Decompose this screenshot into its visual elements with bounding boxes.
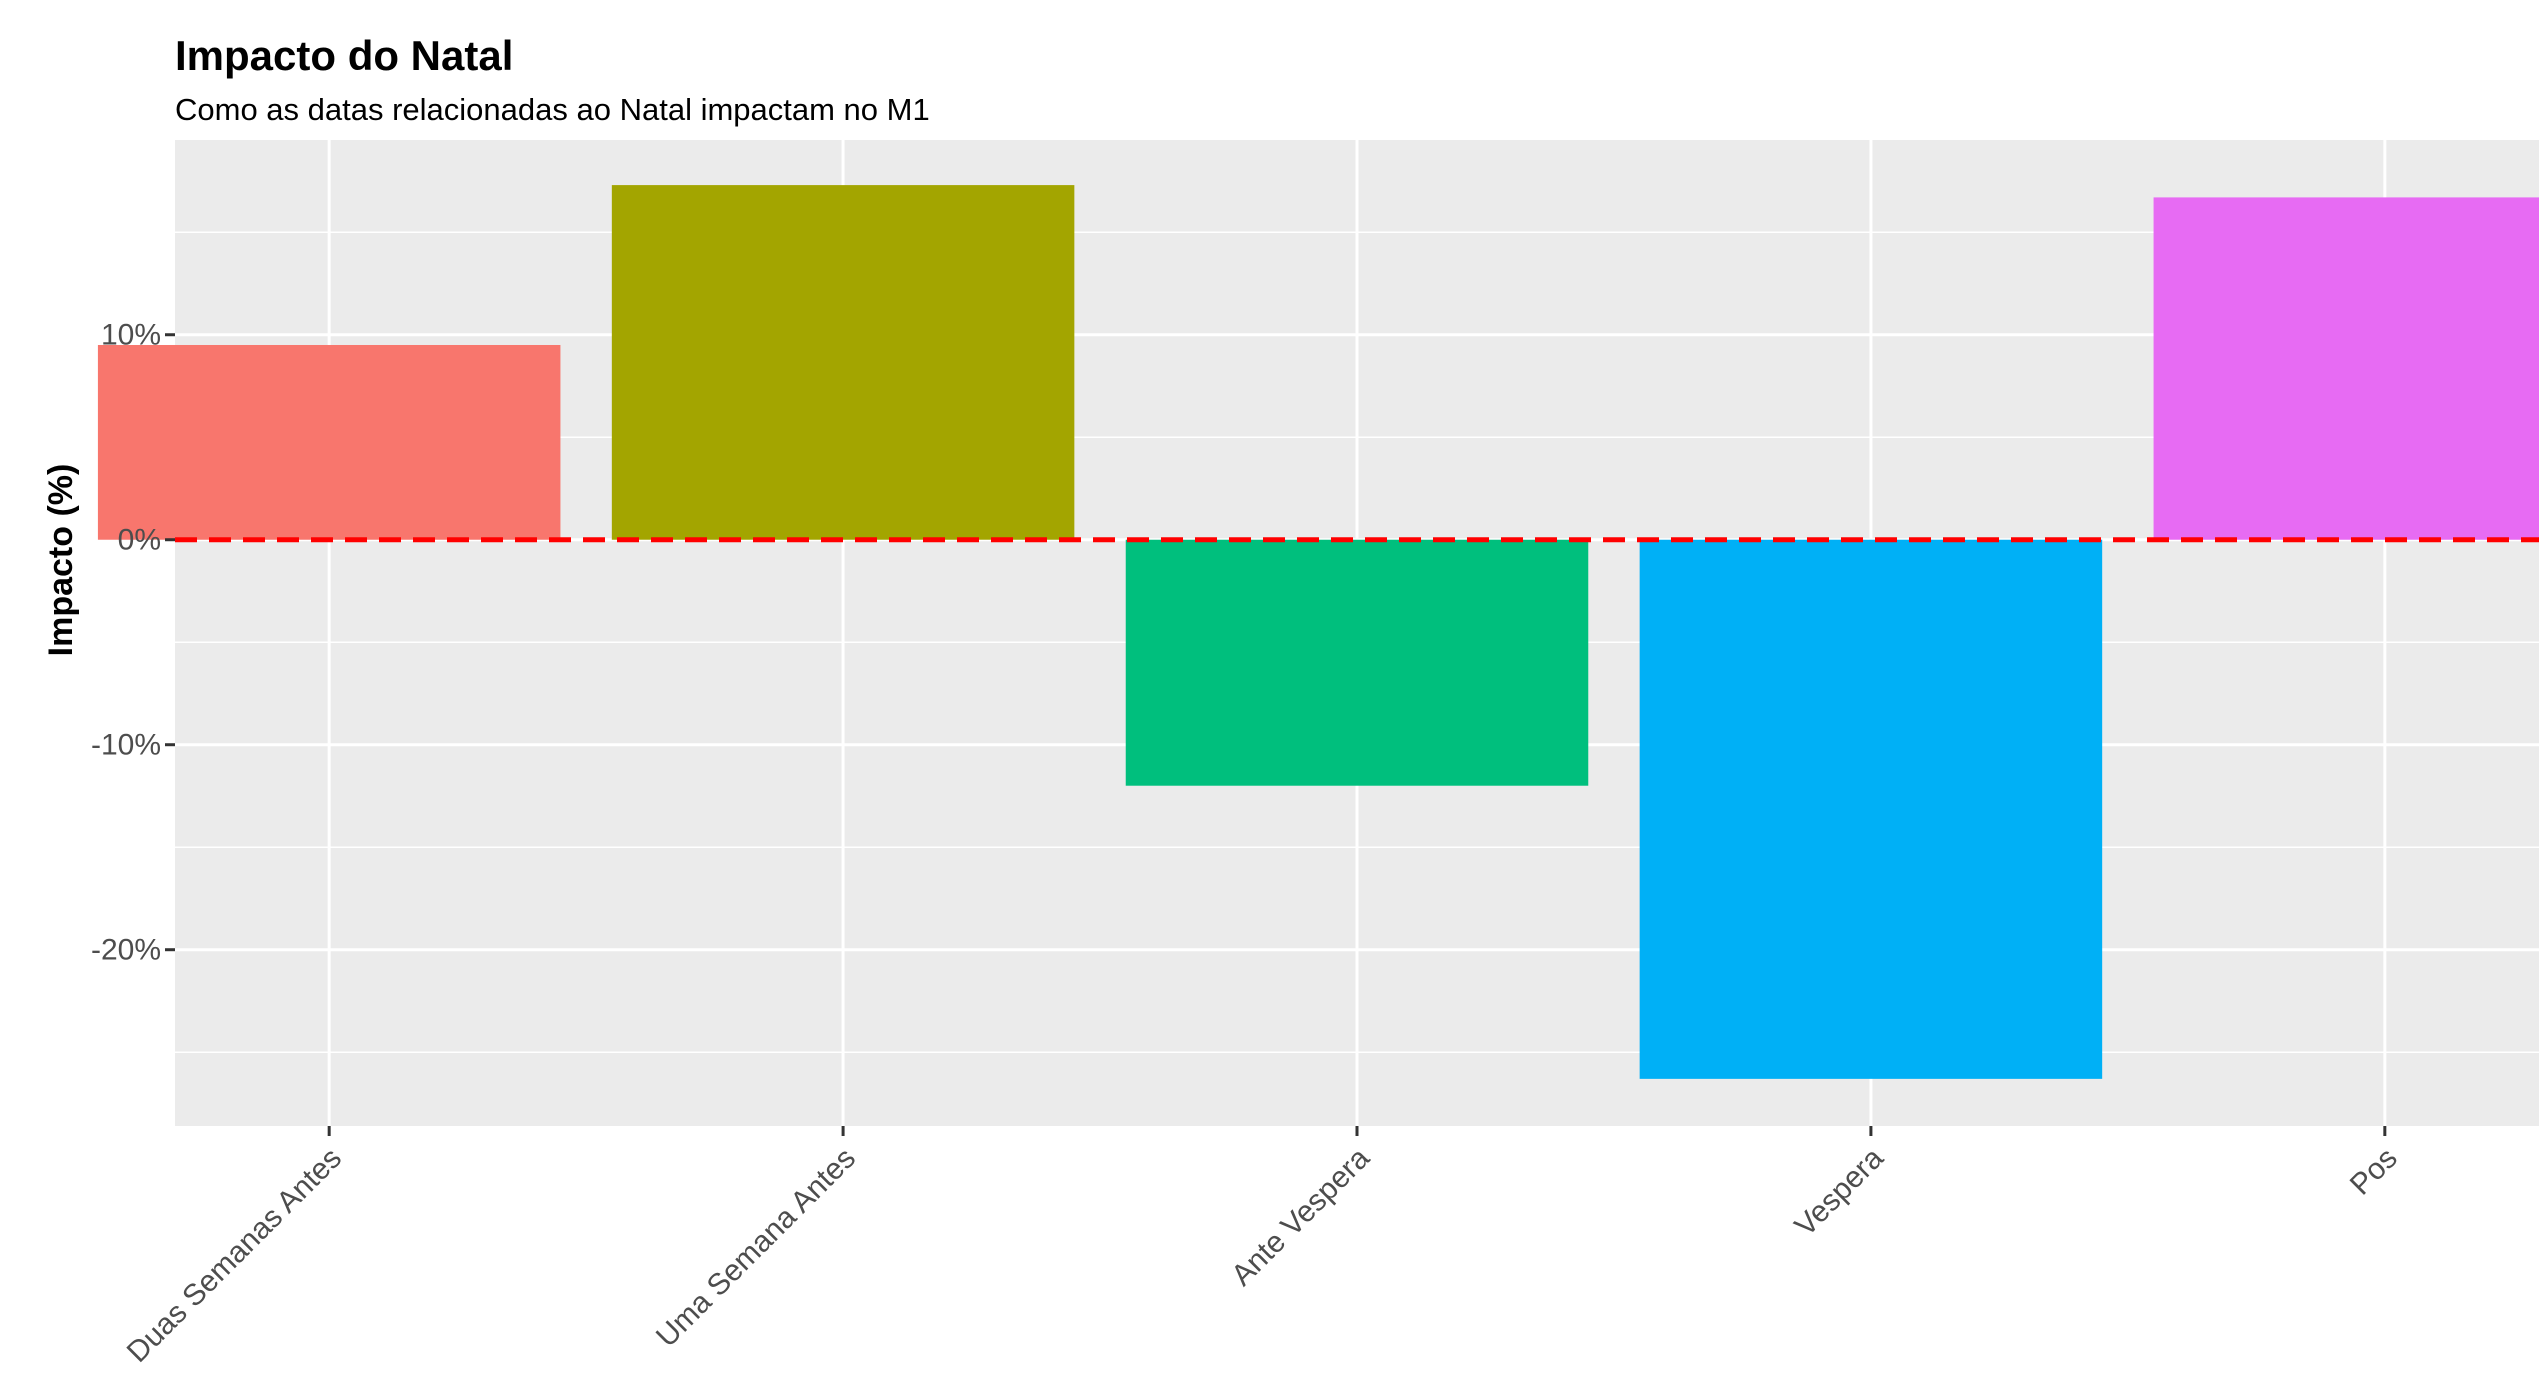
y-tick-label: 10% — [101, 319, 161, 352]
chart-subtitle: Como as datas relacionadas ao Natal impa… — [175, 92, 930, 127]
bar — [611, 185, 1075, 540]
bar — [1125, 539, 1589, 786]
y-tick-label: 0% — [118, 524, 161, 557]
y-tick-label: -20% — [91, 934, 161, 967]
bar — [97, 344, 561, 540]
x-tick-label: Uma Semana Antes — [650, 1142, 862, 1354]
bars — [97, 185, 2539, 1079]
y-tick-label: -10% — [91, 729, 161, 762]
bar — [1639, 539, 2103, 1079]
x-axis: Duas Semanas Antes Uma Semana Antes Ante V… — [121, 1126, 2404, 1369]
y-axis: 10% 0% -10% -20% — [91, 319, 175, 967]
y-axis-title: Impacto (%) — [42, 464, 80, 657]
x-tick-label: Vespera — [1789, 1141, 1890, 1242]
x-tick-label: Duas Semanas Antes — [121, 1142, 348, 1369]
x-tick-label: Ante Vespera — [1225, 1141, 1376, 1292]
x-tick-label: Pos — [2344, 1142, 2404, 1202]
bar — [2153, 197, 2539, 540]
chart-title: Impacto do Natal — [175, 32, 514, 79]
